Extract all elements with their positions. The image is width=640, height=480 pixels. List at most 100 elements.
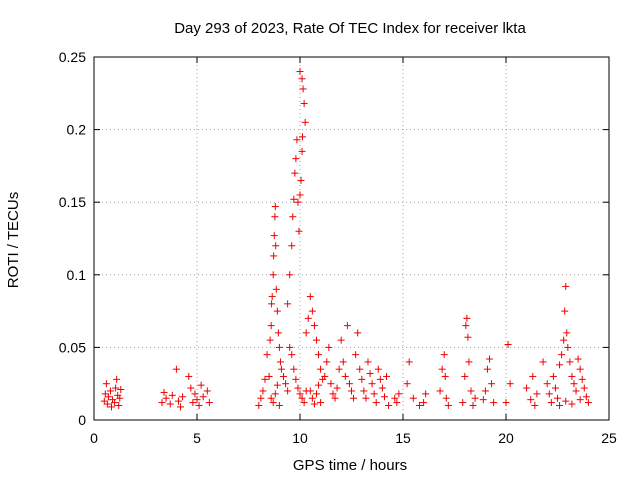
- data-point: [370, 390, 378, 398]
- data-point: [177, 403, 185, 411]
- data-point: [568, 372, 576, 380]
- data-point: [306, 293, 314, 301]
- data-point: [298, 394, 306, 402]
- data-point: [362, 394, 370, 402]
- data-point: [374, 365, 382, 373]
- data-point: [284, 300, 292, 308]
- data-point: [108, 403, 116, 411]
- data-point: [564, 343, 572, 351]
- data-point: [293, 136, 301, 144]
- data-point: [195, 401, 203, 409]
- data-point: [393, 399, 401, 407]
- data-point: [310, 400, 318, 408]
- data-point: [395, 390, 403, 398]
- data-point: [282, 380, 290, 388]
- data-point: [271, 390, 279, 398]
- data-point: [100, 397, 108, 405]
- data-point: [327, 380, 335, 388]
- data-point: [560, 336, 568, 344]
- data-point: [257, 394, 265, 402]
- data-point: [266, 336, 274, 344]
- data-point: [471, 394, 479, 402]
- data-point: [274, 329, 282, 337]
- data-point: [529, 372, 537, 380]
- data-point: [462, 322, 470, 330]
- data-point: [444, 401, 452, 409]
- data-point: [295, 227, 303, 235]
- data-point: [372, 399, 380, 407]
- data-point: [479, 396, 487, 404]
- data-point: [199, 393, 207, 401]
- data-point: [296, 390, 304, 398]
- data-point: [578, 375, 586, 383]
- data-point: [286, 343, 294, 351]
- data-point: [315, 381, 323, 389]
- data-point: [461, 372, 469, 380]
- data-point: [562, 397, 570, 405]
- data-point: [276, 358, 284, 366]
- data-point: [292, 375, 300, 383]
- data-point: [296, 191, 304, 199]
- data-point: [179, 393, 187, 401]
- x-axis-label: GPS time / hours: [293, 457, 407, 474]
- data-point: [533, 390, 541, 398]
- data-point: [277, 365, 285, 373]
- data-point: [376, 375, 384, 383]
- data-point: [189, 399, 197, 407]
- data-point: [576, 396, 584, 404]
- data-point: [272, 242, 280, 250]
- data-point: [441, 372, 449, 380]
- y-axis-label: ROTI / TECUs: [5, 192, 22, 288]
- data-point: [304, 314, 312, 322]
- x-tick-label: 20: [498, 430, 514, 446]
- data-point: [289, 213, 297, 221]
- data-point: [268, 300, 276, 308]
- data-point: [380, 393, 388, 401]
- data-point: [321, 372, 329, 380]
- data-point: [582, 393, 590, 401]
- axis-ticks: 0 5 10 15 20 25 0 0.05 0.1 0.15 0.2 0.25: [59, 49, 617, 446]
- data-point: [269, 399, 277, 407]
- data-point: [288, 242, 296, 250]
- data-point: [271, 213, 279, 221]
- data-point: [113, 375, 121, 383]
- data-point: [358, 375, 366, 383]
- data-point: [350, 394, 358, 402]
- data-point: [543, 380, 551, 388]
- data-point: [459, 399, 467, 407]
- data-point: [197, 381, 205, 389]
- data-point: [267, 322, 275, 330]
- data-point: [556, 361, 564, 369]
- data-point: [584, 399, 592, 407]
- data-point: [545, 390, 553, 398]
- data-point: [302, 329, 310, 337]
- data-point: [488, 380, 496, 388]
- data-point: [440, 351, 448, 359]
- data-point: [294, 198, 302, 206]
- data-point: [300, 399, 308, 407]
- data-point: [366, 370, 374, 378]
- data-point: [191, 390, 199, 398]
- data-point: [300, 99, 308, 107]
- data-point: [356, 365, 364, 373]
- data-point: [290, 195, 298, 203]
- data-point: [269, 271, 277, 279]
- data-point: [272, 285, 280, 293]
- data-point: [554, 394, 561, 402]
- data-point: [345, 380, 353, 388]
- data-point: [275, 343, 283, 351]
- data-point: [294, 384, 302, 392]
- data-point: [162, 394, 170, 402]
- data-point: [348, 387, 355, 395]
- data-point: [383, 372, 391, 380]
- data-point: [111, 399, 119, 407]
- data-point: [203, 387, 211, 395]
- data-point: [284, 387, 292, 395]
- data-point: [523, 384, 531, 392]
- data-point: [465, 358, 473, 366]
- data-point: [576, 365, 584, 373]
- data-point: [547, 399, 555, 407]
- data-point: [306, 387, 314, 395]
- data-point: [271, 203, 279, 211]
